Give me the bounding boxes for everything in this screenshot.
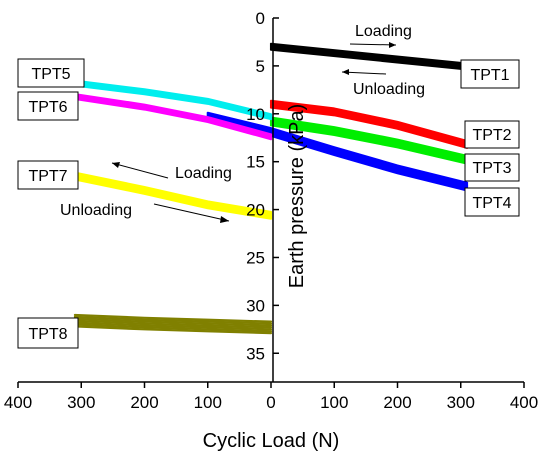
unloading-label-right: Unloading <box>353 81 425 98</box>
svg-text:TPT2: TPT2 <box>472 127 511 144</box>
x-tick-label: 100 <box>320 393 348 412</box>
tick-layer: 400 300 200 100 0 100 200 300 400 0 5 10 15 20 25 30 35 <box>4 9 538 412</box>
series-line <box>269 48 462 70</box>
y-tick-label: 15 <box>246 153 265 172</box>
series-line <box>73 178 273 220</box>
x-tick-label: 200 <box>383 393 411 412</box>
series-line <box>269 120 469 161</box>
series-line <box>269 122 469 164</box>
y-tick-label: 25 <box>246 248 265 267</box>
series-tpt8 <box>73 313 273 335</box>
unloading-arrow-right <box>341 71 387 75</box>
series-line <box>73 323 273 333</box>
series-tpt5 <box>73 79 273 121</box>
label-box-tpt3: TPT3 <box>464 153 520 182</box>
y-axis-title: Earth pressure (kPa) <box>286 104 308 289</box>
series-line <box>269 121 469 163</box>
unloading-arrow-left <box>153 203 230 222</box>
x-tick-label: 400 <box>4 393 32 412</box>
x-tick-label: 400 <box>510 393 538 412</box>
unloading-label-left: Unloading <box>60 202 132 219</box>
x-tick-label: 0 <box>266 393 275 412</box>
label-box-tpt8: TPT8 <box>17 317 79 349</box>
unloading-arrowhead-left <box>220 216 229 223</box>
svg-text:TPT5: TPT5 <box>31 66 70 83</box>
series-line <box>73 319 273 329</box>
series-line <box>206 111 469 184</box>
label-box-tpt7: TPT7 <box>17 160 79 190</box>
x-axis-title: Cyclic Load (N) <box>203 430 340 452</box>
series-line <box>73 313 273 323</box>
series-tpt3 <box>269 116 469 165</box>
loading-arrow-right <box>349 43 397 46</box>
loading-label-left: Loading <box>175 165 232 182</box>
loading-arrow-left <box>111 162 169 179</box>
series-line <box>73 325 273 335</box>
series-line <box>269 116 469 158</box>
svg-text:TPT4: TPT4 <box>472 195 511 212</box>
series-line <box>73 97 273 141</box>
svg-text:TPT1: TPT1 <box>470 67 509 84</box>
series-tpt6 <box>73 93 273 141</box>
svg-text:TPT7: TPT7 <box>28 168 67 185</box>
label-box-tpt5: TPT5 <box>17 58 85 88</box>
y-tick-label: 30 <box>246 296 265 315</box>
x-tick-label: 200 <box>130 393 158 412</box>
series-line <box>73 321 273 331</box>
loading-arrowhead-right <box>389 42 396 48</box>
x-tick-label: 100 <box>194 393 222 412</box>
series-line <box>206 114 469 187</box>
loading-arrowhead-left <box>112 162 120 168</box>
series-tpt1 <box>269 42 462 70</box>
series-line <box>269 106 469 149</box>
unloading-arrowhead-right <box>342 69 349 75</box>
label-box-tpt6: TPT6 <box>17 91 79 121</box>
series-line <box>269 124 469 165</box>
loading-label-right: Loading <box>355 23 412 40</box>
y-tick-label: 5 <box>256 57 265 76</box>
y-tick-label: 20 <box>246 201 265 220</box>
series-line <box>73 84 273 121</box>
y-tick-label: 10 <box>246 105 265 124</box>
svg-text:TPT8: TPT8 <box>28 326 67 343</box>
series-line <box>206 113 469 186</box>
label-box-tpt1: TPT1 <box>460 59 520 89</box>
y-tick-label: 35 <box>246 344 265 363</box>
series-line <box>269 117 469 159</box>
series-layer <box>73 42 469 335</box>
series-line <box>269 119 469 160</box>
x-tick-label: 300 <box>447 393 475 412</box>
svg-text:TPT3: TPT3 <box>472 160 511 177</box>
series-line <box>206 115 469 188</box>
series-line <box>73 317 273 327</box>
x-tick-label: 300 <box>67 393 95 412</box>
y-tick-label: 0 <box>256 9 265 28</box>
label-box-tpt2: TPT2 <box>464 120 520 149</box>
svg-text:TPT6: TPT6 <box>28 99 67 116</box>
series-line <box>73 315 273 325</box>
series-tpt2 <box>269 99 469 149</box>
series-tpt7 <box>73 171 273 220</box>
label-box-tpt4: TPT4 <box>464 187 520 217</box>
